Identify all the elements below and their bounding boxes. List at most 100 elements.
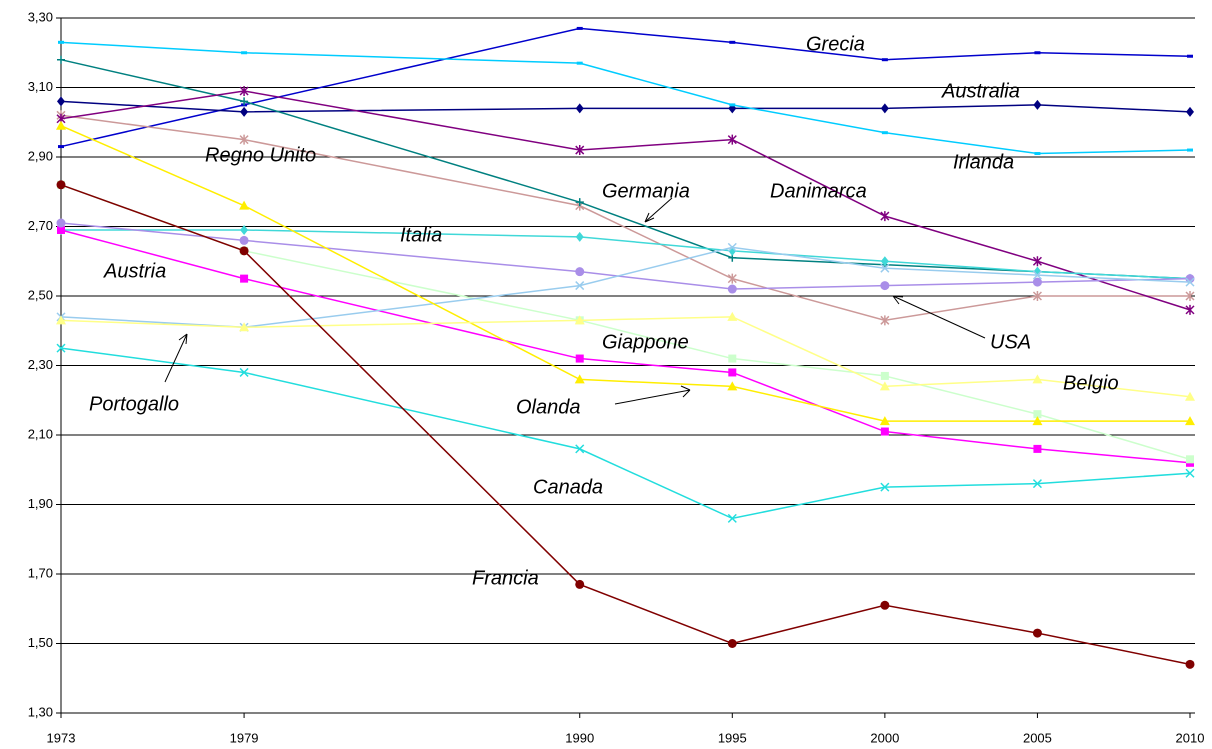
marker <box>1032 291 1042 301</box>
marker <box>1185 416 1195 426</box>
marker <box>727 639 737 648</box>
y-tick-label: 2,30 <box>28 357 53 372</box>
marker <box>56 120 66 130</box>
marker <box>880 281 890 291</box>
arrows <box>164 197 986 405</box>
marker <box>1032 256 1042 267</box>
series-label: Germania <box>602 180 690 202</box>
y-tick-label: 3,30 <box>28 9 53 24</box>
marker <box>1032 479 1042 489</box>
marker <box>575 281 585 291</box>
marker <box>575 354 584 363</box>
marker <box>56 315 66 325</box>
x-tick-label: 2000 <box>870 730 899 745</box>
series <box>56 311 1195 401</box>
marker <box>1185 468 1195 478</box>
marker <box>1185 304 1195 315</box>
y-tick-label: 1,70 <box>28 565 53 580</box>
y-tick-label: 2,50 <box>28 287 53 302</box>
series-label: Australia <box>941 80 1020 102</box>
marker <box>56 343 66 353</box>
marker <box>879 381 890 391</box>
marker <box>1032 416 1043 426</box>
marker <box>574 315 585 325</box>
marker <box>57 55 65 64</box>
series <box>56 343 1195 523</box>
marker <box>727 381 738 391</box>
series-label: Austria <box>103 260 166 282</box>
marker <box>575 267 585 277</box>
marker <box>880 600 890 610</box>
marker <box>239 134 249 145</box>
marker <box>880 427 889 436</box>
series-label: Portogallo <box>89 393 179 415</box>
series-label: Canada <box>533 476 603 498</box>
series-label: USA <box>990 331 1031 353</box>
marker <box>1186 455 1194 464</box>
marker <box>575 145 585 156</box>
marker <box>575 103 584 114</box>
marker <box>56 218 66 228</box>
marker <box>575 579 585 589</box>
marker <box>1033 444 1042 453</box>
series-label: Olanda <box>516 396 581 418</box>
series-line <box>60 246 1191 329</box>
marker <box>575 231 584 242</box>
series-label: Belgio <box>1063 372 1119 394</box>
marker <box>728 354 737 363</box>
marker <box>727 273 737 284</box>
arrow <box>614 385 691 405</box>
marker <box>1185 659 1195 669</box>
arrow <box>164 333 188 383</box>
series-label: Grecia <box>806 33 865 55</box>
marker <box>880 371 889 380</box>
marker <box>727 311 738 321</box>
marker <box>239 200 250 210</box>
marker <box>727 242 737 252</box>
series <box>56 180 1195 669</box>
x-tick-label: 1973 <box>47 730 76 745</box>
y-tick-label: 2,10 <box>28 426 53 441</box>
marker <box>728 368 737 377</box>
marker <box>239 85 249 96</box>
marker <box>1033 410 1042 419</box>
series-label: Giappone <box>602 331 689 353</box>
marker <box>1185 277 1195 287</box>
y-tick-label: 2,90 <box>28 148 53 163</box>
series-label: Italia <box>400 224 442 246</box>
marker <box>1185 291 1195 301</box>
marker <box>1032 374 1043 384</box>
marker <box>880 263 890 273</box>
x-tick-label: 2005 <box>1023 730 1052 745</box>
series-line <box>60 184 1191 461</box>
arrow <box>644 197 673 223</box>
marker <box>575 198 584 207</box>
marker <box>57 225 65 234</box>
marker <box>879 416 890 426</box>
series <box>57 96 1194 117</box>
series <box>57 55 1194 283</box>
marker <box>1032 270 1042 280</box>
series-label: Irlanda <box>953 151 1014 173</box>
x-tick-label: 2010 <box>1176 730 1205 745</box>
series-line <box>60 316 1191 398</box>
marker <box>880 211 890 222</box>
y-tick-label: 2,70 <box>28 218 53 233</box>
marker <box>880 482 890 492</box>
y-tick-label: 1,30 <box>28 704 53 719</box>
marker <box>880 315 890 326</box>
series <box>58 40 1193 156</box>
arrow <box>892 295 986 339</box>
x-tick-label: 1995 <box>718 730 747 745</box>
marker <box>240 224 249 235</box>
marker <box>1186 106 1194 117</box>
y-tick-label: 3,10 <box>28 79 53 94</box>
x-tick-label: 1990 <box>565 730 594 745</box>
marker <box>240 106 249 117</box>
marker <box>240 97 249 106</box>
marker <box>727 134 737 145</box>
marker <box>239 367 249 377</box>
marker <box>56 180 66 190</box>
marker <box>239 246 249 256</box>
